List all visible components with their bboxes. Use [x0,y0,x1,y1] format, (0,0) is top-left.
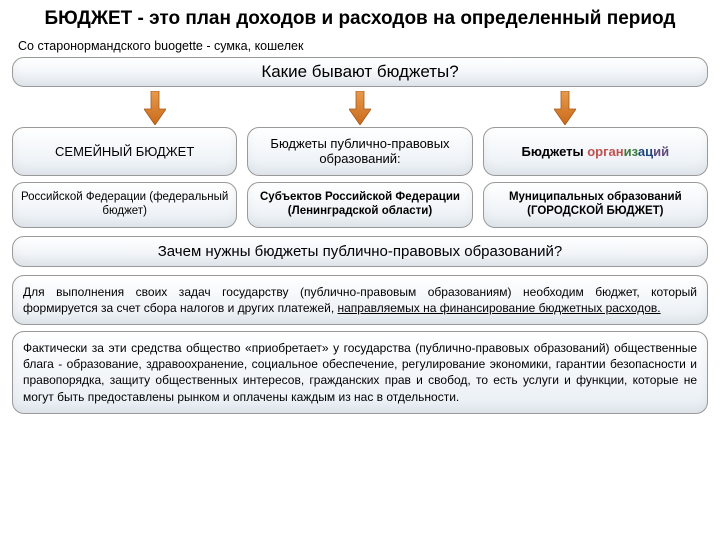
colored-fragment: ац [638,144,653,159]
sub-federal-budget: Российской Федерации (федеральный бюджет… [12,182,237,228]
subcategory-row: Российской Федерации (федеральный бюджет… [12,182,708,228]
question-box-purpose: Зачем нужны бюджеты публично-правовых об… [12,236,708,267]
arrow-row [52,91,668,125]
question-box-types: Какие бывают бюджеты? [12,57,708,87]
colored-fragment: ий [653,144,669,159]
category-org-budgets: Бюджеты организаций [483,127,708,176]
category-family-budget: СЕМЕЙНЫЙ БЮДЖЕТ [12,127,237,176]
down-arrow-icon [144,91,166,125]
sub-municipal-budget: Муниципальных образований (ГОРОДСКОЙ БЮД… [483,182,708,228]
etymology-note: Со старонормандского buogette - сумка, к… [12,37,708,55]
colored-fragment: Бюджеты [522,144,588,159]
paragraph-purpose-2: Фактически за эти средства общество «при… [12,331,708,414]
sub-regional-budget: Субъектов Российской Федерации (Ленингра… [247,182,472,228]
down-arrow-icon [554,91,576,125]
colored-fragment: из [624,144,638,159]
paragraph-purpose-1: Для выполнения своих задач государству (… [12,275,708,325]
down-arrow-icon [349,91,371,125]
category-row: СЕМЕЙНЫЙ БЮДЖЕТ Бюджеты публично-правовы… [12,127,708,176]
page-title: БЮДЖЕТ - это план доходов и расходов на … [12,8,708,31]
category-public-budgets: Бюджеты публично-правовых образований: [247,127,472,176]
colored-fragment: орган [587,144,623,159]
para1-underlined: направляемых на финансирование бюджетных… [338,301,661,315]
